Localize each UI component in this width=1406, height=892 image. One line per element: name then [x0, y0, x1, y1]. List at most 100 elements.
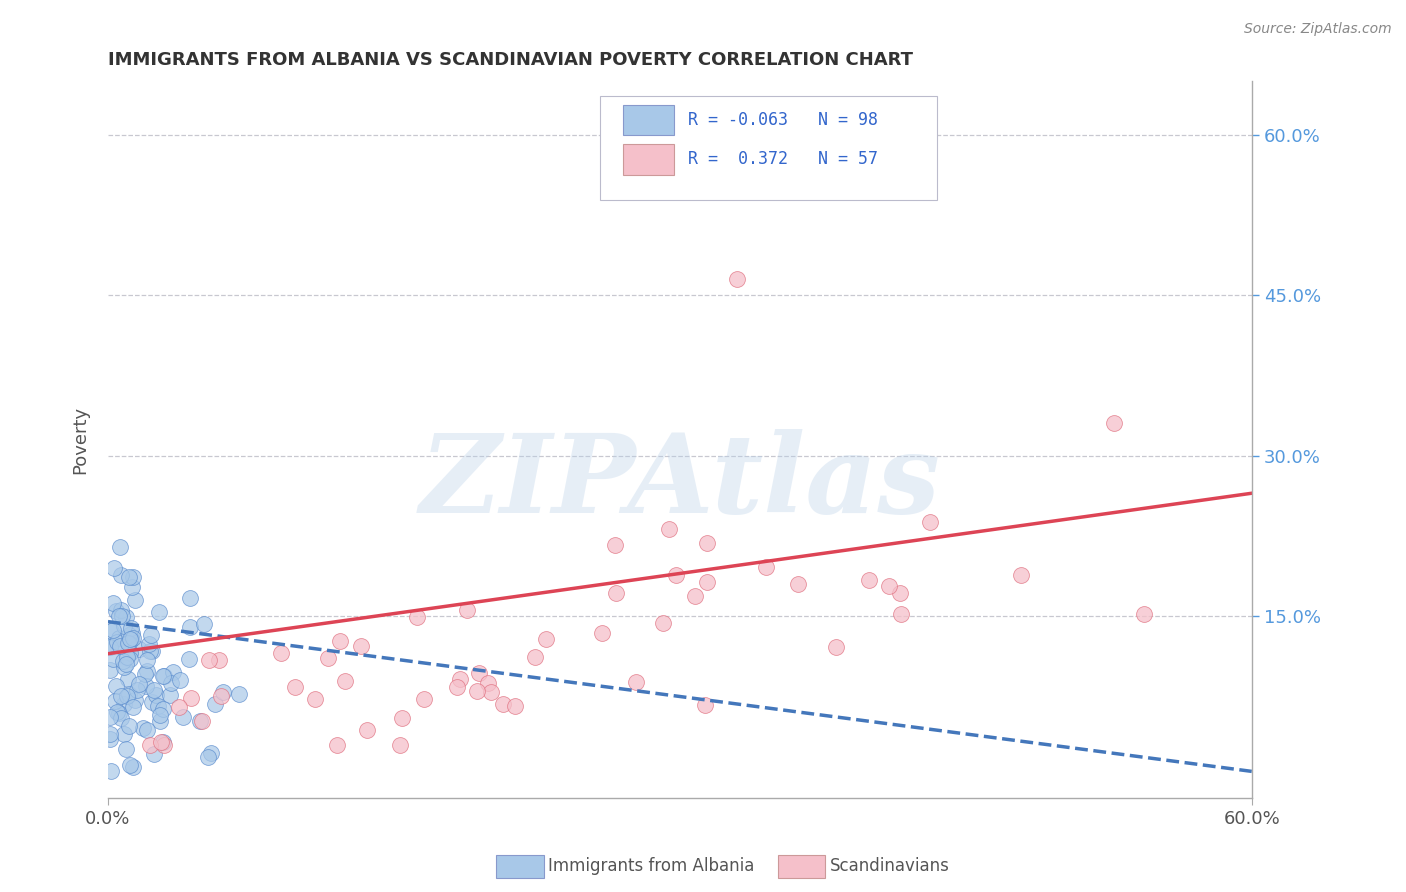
Point — [135, 653, 157, 667]
Point — [153, 668, 176, 682]
Point — [110, 567, 132, 582]
Point — [118, 570, 141, 584]
Point — [139, 643, 162, 657]
Point — [150, 735, 173, 749]
Text: ZIPAtlas: ZIPAtlas — [419, 429, 941, 536]
Point — [110, 711, 132, 725]
Point — [104, 693, 127, 707]
Point — [100, 624, 122, 639]
Point — [100, 638, 122, 652]
Point — [180, 691, 202, 706]
Point — [98, 640, 121, 654]
Point — [605, 538, 627, 552]
Text: IMMIGRANTS FROM ALBANIA VS SCANDINAVIAN POVERTY CORRELATION CHART: IMMIGRANTS FROM ALBANIA VS SCANDINAVIAN … — [108, 51, 912, 69]
Text: Scandinavians: Scandinavians — [830, 857, 949, 875]
Point — [101, 652, 124, 666]
Point — [128, 641, 150, 656]
Point — [124, 592, 146, 607]
Point — [149, 707, 172, 722]
Point — [118, 646, 141, 660]
Point — [141, 628, 163, 642]
Point — [167, 699, 190, 714]
Point — [179, 620, 201, 634]
Point — [122, 760, 145, 774]
Point — [200, 746, 222, 760]
Point — [134, 667, 156, 681]
Point — [110, 639, 132, 653]
Point — [112, 727, 135, 741]
Point — [118, 757, 141, 772]
Point — [105, 679, 128, 693]
Point — [356, 723, 378, 737]
Point — [412, 692, 434, 706]
Text: Immigrants from Albania: Immigrants from Albania — [548, 857, 755, 875]
Point — [112, 619, 135, 633]
Point — [212, 684, 235, 698]
Point — [389, 738, 412, 752]
Point — [665, 568, 688, 582]
Point — [696, 535, 718, 549]
Point — [120, 621, 142, 635]
Point — [198, 652, 221, 666]
Point — [115, 657, 138, 671]
Point — [139, 738, 162, 752]
Point — [179, 591, 201, 605]
Point — [889, 585, 911, 599]
Point — [858, 574, 880, 588]
Point — [326, 738, 349, 752]
Point — [145, 689, 167, 703]
Point — [148, 605, 170, 619]
Point — [449, 673, 471, 687]
Point — [169, 673, 191, 687]
Point — [890, 607, 912, 621]
Point — [120, 652, 142, 666]
Point — [695, 698, 717, 713]
Point — [605, 586, 627, 600]
Point — [143, 683, 166, 698]
Point — [98, 663, 121, 677]
Point — [479, 685, 502, 699]
Point — [127, 683, 149, 698]
Point — [107, 632, 129, 646]
Point — [350, 640, 373, 654]
Point — [204, 698, 226, 712]
Point — [108, 706, 131, 720]
Point — [877, 579, 900, 593]
Point — [162, 665, 184, 679]
Point — [179, 651, 201, 665]
Point — [825, 640, 848, 655]
Point — [197, 750, 219, 764]
Point — [148, 698, 170, 713]
Point — [117, 672, 139, 686]
Point — [755, 560, 778, 574]
Point — [118, 719, 141, 733]
Point — [160, 675, 183, 690]
Point — [118, 627, 141, 641]
Point — [329, 634, 352, 648]
Point — [492, 697, 515, 711]
Point — [135, 679, 157, 693]
Point — [121, 625, 143, 640]
Point — [122, 570, 145, 584]
Point — [191, 714, 214, 728]
Point — [193, 617, 215, 632]
Point — [153, 738, 176, 752]
Point — [696, 574, 718, 589]
FancyBboxPatch shape — [600, 95, 938, 200]
Point — [316, 651, 339, 665]
Point — [136, 723, 159, 738]
Point — [136, 664, 159, 678]
Point — [152, 735, 174, 749]
Point — [152, 669, 174, 683]
Point — [523, 650, 546, 665]
Point — [111, 654, 134, 668]
Point — [725, 272, 748, 286]
Point — [159, 688, 181, 702]
Point — [468, 665, 491, 680]
Point — [270, 646, 292, 660]
Point — [917, 154, 939, 169]
Point — [118, 635, 141, 649]
Point — [115, 690, 138, 704]
Text: R = -0.063   N = 98: R = -0.063 N = 98 — [688, 111, 877, 129]
Point — [115, 610, 138, 624]
